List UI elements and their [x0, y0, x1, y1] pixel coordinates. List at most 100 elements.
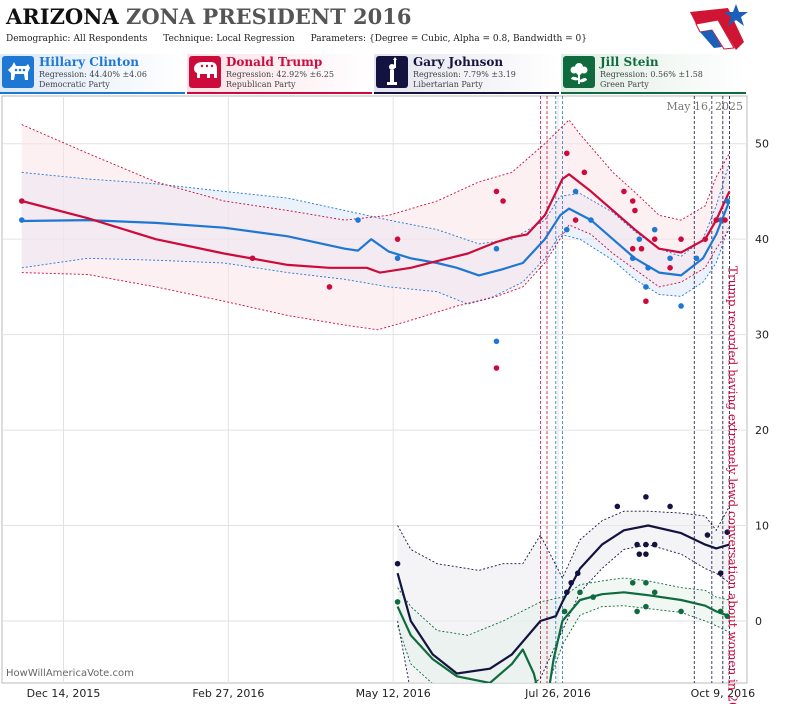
- technique-value: Local Regression: [216, 34, 295, 44]
- poll-point: [724, 529, 731, 535]
- liberty-icon: [376, 56, 408, 88]
- candidate-regression: Regression: 42.92% ±6.25: [226, 70, 334, 79]
- series-line: [396, 591, 730, 683]
- poll-point: [394, 599, 401, 605]
- poll-point: [643, 494, 649, 500]
- x-tick-label: May 12, 2016: [356, 687, 431, 700]
- poll-point: [722, 217, 728, 223]
- poll-point: [678, 236, 684, 242]
- poll-point: [572, 188, 579, 195]
- candidate-stein: Jill Stein Regression: 0.56% ±1.58 Green…: [561, 54, 746, 94]
- y-tick-label: 50: [755, 138, 769, 151]
- poll-point: [629, 255, 636, 262]
- poll-point: [561, 608, 568, 615]
- poll-point: [651, 589, 658, 596]
- poll-point: [18, 217, 25, 223]
- candidate-party: Green Party: [600, 80, 649, 89]
- poll-point: [643, 603, 649, 610]
- poll-point: [717, 608, 724, 615]
- poll-point: [651, 236, 658, 242]
- candidate-party: Democratic Party: [39, 80, 110, 89]
- band-lower-line: [21, 224, 730, 305]
- poll-point: [636, 551, 643, 557]
- poll-point: [643, 579, 649, 586]
- poll-point: [572, 217, 579, 223]
- brand-logo: [690, 4, 748, 50]
- poll-point: [667, 255, 673, 262]
- confidence-band: [21, 119, 730, 330]
- parameters-bar: Demographic: All Respondents Technique: Lo…: [6, 34, 600, 44]
- poll-point: [588, 217, 594, 223]
- elephant-icon: [189, 56, 221, 88]
- candidate-name: Jill Stein: [600, 55, 659, 69]
- x-tick-label: Jul 26, 2016: [524, 687, 591, 700]
- poll-point: [581, 169, 588, 176]
- poll-point: [632, 207, 638, 214]
- poll-point: [574, 570, 581, 577]
- poll-point: [634, 608, 640, 615]
- poll-point: [678, 608, 684, 615]
- band-upper-line: [21, 119, 730, 221]
- poll-point: [629, 245, 636, 252]
- candidate-regression: Regression: 7.79% ±3.19: [413, 70, 516, 79]
- y-tick-label: 30: [755, 329, 769, 342]
- page-title: ARIZONA ZONA PRESIDENT 2016: [6, 4, 411, 29]
- candidate-name: Gary Johnson: [413, 55, 504, 69]
- poll-point: [621, 188, 627, 195]
- poll-point: [563, 226, 570, 233]
- series-line: [21, 173, 731, 274]
- flower-icon: [563, 56, 595, 88]
- band-upper-line: [397, 577, 730, 636]
- band-lower-line: [397, 605, 730, 683]
- x-tick-label: Feb 27, 2016: [192, 687, 264, 700]
- band-lower-line: [21, 224, 730, 331]
- poll-point: [667, 503, 673, 510]
- poll-point: [717, 570, 724, 577]
- y-tick-label: 40: [755, 233, 769, 246]
- poll-point: [667, 265, 673, 271]
- poll-point: [355, 217, 361, 223]
- poll-point: [590, 594, 596, 600]
- poll-point: [724, 198, 731, 204]
- poll-point: [249, 255, 256, 262]
- poll-point: [645, 265, 651, 271]
- poll-point: [394, 560, 401, 567]
- poll-point: [643, 541, 649, 548]
- candidate-regression: Regression: 0.56% ±1.58: [600, 70, 703, 79]
- y-tick-label: 20: [755, 424, 769, 437]
- poll-point: [577, 589, 583, 596]
- poll-point: [643, 298, 649, 305]
- parameters-value: {Degree = Cubic, Alpha = 0.8, Bandwidth …: [369, 34, 587, 44]
- donkey-icon: [2, 56, 34, 88]
- poll-point: [651, 541, 658, 548]
- y-tick-label: 10: [755, 520, 769, 533]
- poll-point: [629, 579, 636, 586]
- title-state: ARIZONA: [6, 4, 119, 29]
- poll-point: [713, 217, 720, 223]
- poll-point: [563, 589, 570, 596]
- candidate-name: Donald Trump: [226, 55, 323, 69]
- poll-point: [643, 551, 649, 557]
- poll-point: [493, 245, 500, 252]
- poll-point: [568, 579, 574, 586]
- poll-point: [643, 284, 649, 290]
- poll-point: [394, 255, 401, 262]
- demographic-value: All Respondents: [73, 34, 148, 44]
- poll-point: [629, 198, 636, 204]
- candidate-johnson: Gary Johnson Regression: 7.79% ±3.19 Lib…: [374, 54, 559, 94]
- poll-point: [493, 338, 500, 345]
- site-credit: HowWillAmericaVote.com: [6, 668, 134, 679]
- poll-point: [678, 303, 684, 309]
- plot-layer: [18, 96, 731, 683]
- poll-point: [702, 236, 709, 242]
- candidate-regression: Regression: 44.40% ±4.06: [39, 70, 147, 79]
- series-line: [21, 200, 731, 277]
- poll-point: [394, 236, 401, 242]
- poll-point: [704, 532, 711, 538]
- poll-point: [634, 541, 640, 548]
- date-stamp: May 16, 2025: [666, 100, 743, 113]
- y-tick-label: 0: [755, 615, 762, 628]
- poll-point: [563, 150, 570, 157]
- poll-point: [693, 255, 700, 262]
